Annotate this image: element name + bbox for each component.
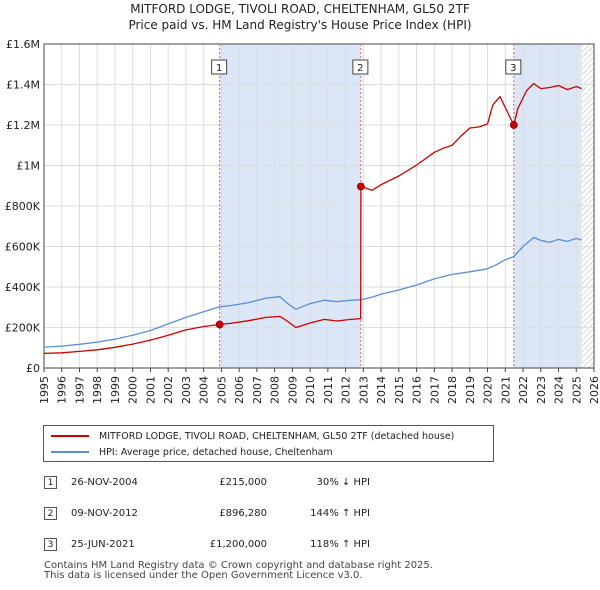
x-tick-label: 2008 xyxy=(269,376,282,404)
x-tick-label: 2013 xyxy=(357,376,370,404)
x-tick-label: 1997 xyxy=(73,376,86,404)
sale-hpi-change: 144% ↑ HPI xyxy=(310,508,370,519)
plot-frame xyxy=(43,43,595,369)
x-tick-label: 2015 xyxy=(393,376,406,404)
x-tick-label: 2002 xyxy=(162,376,175,404)
x-tick-label: 2005 xyxy=(215,376,228,404)
sale-hpi-change: 118% ↑ HPI xyxy=(310,539,370,550)
y-tick-label: £200K xyxy=(5,322,41,335)
x-tick-label: 2003 xyxy=(180,376,193,404)
sale-price: £1,200,000 xyxy=(209,539,267,550)
x-tick-label: 2020 xyxy=(482,376,495,404)
x-tick-label: 2000 xyxy=(127,376,140,404)
price-chart: £0 £200K £400K £600K £800K £1M £1.2M £1.4M £1.6M… xyxy=(5,38,600,404)
x-tick-label: 2001 xyxy=(144,376,157,404)
x-tick-label: 2012 xyxy=(340,376,353,404)
sale-marker-box xyxy=(505,59,522,75)
x-tick-label: 1999 xyxy=(109,376,122,404)
legend-swatch-hpi xyxy=(51,451,89,453)
legend-swatch-property xyxy=(51,435,89,437)
footer-licence: This data is licensed under the Open Gov… xyxy=(44,570,363,581)
sale-marker-label: 2 xyxy=(357,63,363,74)
x-tick-label: 2014 xyxy=(375,376,388,404)
sale-price: £896,280 xyxy=(219,508,267,519)
x-tick-label: 2025 xyxy=(570,376,583,404)
x-tick-label: 2017 xyxy=(428,376,441,404)
legend-label-property: MITFORD LODGE, TIVOLI ROAD, CHELTENHAM, … xyxy=(99,430,455,442)
sale-marker-label: 1 xyxy=(216,63,222,74)
y-tick-label: £1M xyxy=(17,160,41,173)
sale-marker-label: 3 xyxy=(510,63,516,74)
legend: MITFORD LODGE, TIVOLI ROAD, CHELTENHAM, … xyxy=(43,425,494,462)
x-tick-label: 2018 xyxy=(446,376,459,404)
chart-title-address: MITFORD LODGE, TIVOLI ROAD, CHELTENHAM, … xyxy=(130,2,470,16)
y-tick-label: £1.2M xyxy=(6,119,40,132)
x-tick-label: 2011 xyxy=(322,376,335,404)
sale-point xyxy=(356,182,365,191)
sale-row: 1 26-NOV-2004 £215,000 30% ↓ HPI xyxy=(0,475,600,493)
sale-row: 3 25-JUN-2021 £1,200,000 118% ↑ HPI xyxy=(0,537,600,555)
sale-point xyxy=(509,121,518,129)
sale-marker-box xyxy=(211,59,228,75)
sale-date: 25-JUN-2021 xyxy=(71,539,135,550)
x-tick-label: 1998 xyxy=(91,376,104,404)
footer-copyright: Contains HM Land Registry data © Crown c… xyxy=(44,560,433,571)
x-tick-label: 2024 xyxy=(553,376,566,404)
y-tick-label: £800K xyxy=(5,200,41,213)
sale-point xyxy=(215,320,224,329)
footer: Contains HM Land Registry data © Crown c… xyxy=(44,561,433,581)
chart-subtitle: Price paid vs. HM Land Registry's House … xyxy=(128,18,472,32)
y-tick-label: £1.4M xyxy=(6,79,40,92)
y-tick-label: £600K xyxy=(5,241,41,254)
x-tick-label: 2016 xyxy=(411,376,424,404)
sale-date: 26-NOV-2004 xyxy=(71,477,138,488)
sale-number-badge: 1 xyxy=(44,476,57,489)
property-series-line xyxy=(43,82,582,355)
x-tick-label: 1996 xyxy=(56,376,69,404)
sale-number-badge: 3 xyxy=(44,538,57,551)
x-tick-label: 2026 xyxy=(588,376,600,404)
x-tick-label: 2022 xyxy=(517,376,530,404)
y-tick-label: £0 xyxy=(26,362,40,375)
x-tick-label: 2021 xyxy=(499,376,512,404)
hpi-series-line xyxy=(43,236,582,348)
x-tick-label: 1995 xyxy=(38,376,51,404)
x-tick-label: 2007 xyxy=(251,376,264,404)
x-tick-label: 2023 xyxy=(535,376,548,404)
legend-item-hpi: HPI: Average price, detached house, Chel… xyxy=(51,445,333,459)
x-tick-label: 2006 xyxy=(233,376,246,404)
x-tick-label: 2009 xyxy=(286,376,299,404)
sale-marker-box xyxy=(352,59,369,75)
y-tick-label: £1.6M xyxy=(6,38,40,51)
sale-row: 2 09-NOV-2012 £896,280 144% ↑ HPI xyxy=(0,506,600,524)
x-tick-label: 2004 xyxy=(198,376,211,404)
y-tick-label: £400K xyxy=(5,281,41,294)
sale-hpi-change: 30% ↓ HPI xyxy=(316,477,370,488)
legend-item-property: MITFORD LODGE, TIVOLI ROAD, CHELTENHAM, … xyxy=(51,429,454,443)
sale-date: 09-NOV-2012 xyxy=(71,508,138,519)
sale-price: £215,000 xyxy=(219,477,267,488)
x-tick-label: 2019 xyxy=(464,376,477,404)
sale-number-badge: 2 xyxy=(44,507,57,520)
legend-label-hpi: HPI: Average price, detached house, Chel… xyxy=(99,446,333,458)
x-tick-label: 2010 xyxy=(304,376,317,404)
